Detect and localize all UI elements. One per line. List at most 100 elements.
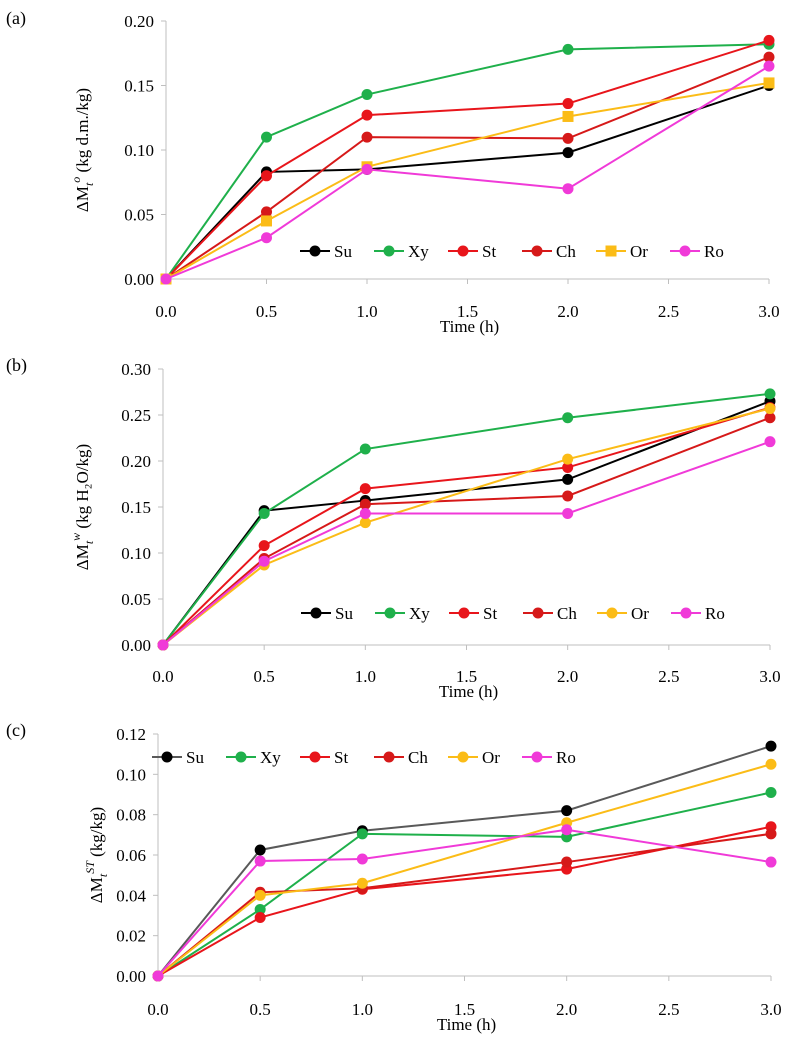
panel-a-legend-xy-marker	[383, 245, 395, 257]
panel-a-legend-or-marker	[605, 245, 617, 257]
panel-a-y-axis-label: ΔMto (kg d.m./kg)	[69, 88, 96, 212]
panel-a-series-ch-point	[763, 51, 775, 63]
panel-b-x-tick-label: 1.0	[355, 667, 376, 686]
panel-a-series-or-point	[562, 110, 574, 122]
panel-a-x-tick-label: 1.5	[457, 302, 478, 321]
panel-c-y-tick-label: 0.10	[116, 765, 146, 784]
panel-a-series-st-point	[562, 98, 574, 110]
panel-b-legend-su-marker	[310, 607, 322, 619]
panel-a-series-xy-point	[261, 131, 272, 143]
panel-b-x-tick-label: 0.5	[254, 667, 275, 686]
panel-a-x-tick-label: 0.5	[256, 302, 277, 321]
panel-b-legend-ch-marker	[532, 607, 544, 619]
panel-a-series-st-line	[165, 39, 770, 280]
panel-c-legend-st-marker	[309, 751, 321, 763]
panel-c-legend-su-label: Su	[186, 748, 204, 767]
panel-a-series-ro-point	[261, 232, 272, 244]
panel-b-y-tick-label: 0.25	[121, 406, 151, 425]
panel-a-legend-st-label: St	[482, 242, 496, 261]
panel-b-legend-or-marker	[606, 607, 618, 619]
panel-c-legend-ro-marker	[531, 751, 543, 763]
panel-c-series-ch-line	[157, 832, 772, 977]
panel-b-series-ro-point	[258, 555, 270, 567]
panel-a-series-ch-point	[361, 131, 373, 143]
panel-a-x-tick-label: 0.0	[155, 302, 176, 321]
panel-a-x-tick-label: 2.0	[557, 302, 578, 321]
panel-b-y-tick-label: 0.15	[121, 498, 151, 517]
panel-a-y-tick-label: 0.10	[124, 141, 154, 160]
panel-b-series-or-point	[562, 453, 574, 465]
panel-b-series-xy-point	[359, 443, 371, 455]
panel-c-legend-ro-label: Ro	[556, 748, 576, 767]
panel-c-series-xy-point	[254, 903, 266, 915]
panel-c-legend-ch-marker	[383, 751, 395, 763]
panel-c-series-xy	[152, 786, 777, 982]
panel-a-series-su-point	[562, 147, 574, 159]
panel-b-series-or-point	[764, 403, 776, 415]
panel-b-legend-st-marker	[458, 607, 470, 619]
panel-c-series-xy-point	[765, 786, 777, 798]
panel-b-label: (b)	[6, 355, 27, 376]
panel-b-x-tick-label: 0.0	[152, 667, 173, 686]
panel-b-series-ch-point	[562, 490, 574, 502]
panel-c-series-ro-point	[561, 824, 573, 836]
panel-a-series-or-point	[261, 215, 272, 227]
panel-b-legend: Su Xy St Ch Or Ro	[301, 604, 725, 623]
panel-a-series-xy-point	[361, 89, 373, 101]
panel-a-x-tick-label: 1.0	[356, 302, 377, 321]
panel-a-series-ch-line	[165, 56, 770, 280]
panel-c-x-tick-label: 1.0	[352, 1000, 373, 1019]
panel-c-x-tick-label: 2.0	[556, 1000, 577, 1019]
panel-c-series-or-line	[157, 763, 772, 977]
panel-a-series-ro	[160, 60, 775, 285]
panel-b-legend-or-label: Or	[631, 604, 649, 623]
panel-c-series-su-line	[157, 745, 772, 977]
panel-b-x-tick-label: 1.5	[456, 667, 477, 686]
panel-b-y-axis-label: ΔMtw (kg H₂O/kg)	[69, 444, 96, 570]
panel-a-y-tick-label: 0.15	[124, 77, 154, 96]
panel-a-legend-ch-label: Ch	[556, 242, 576, 261]
panel-b-y-tick-label: 0.20	[121, 452, 151, 471]
panel-c-series-ch	[152, 828, 777, 982]
panel-a-series-st-point	[361, 109, 373, 121]
panel-c-x-axis-label: Time (h)	[437, 1015, 496, 1034]
panel-a-label: (a)	[6, 8, 26, 29]
panel-b-series-ch-point	[764, 412, 776, 424]
panel-a-legend-ro-marker	[679, 245, 691, 257]
panel-a-series-ch-point	[261, 206, 272, 218]
panel-c-series-ro-point	[254, 855, 266, 867]
panel-b-series-st-point	[562, 461, 574, 473]
panel-a-y-tick-label: 0.00	[124, 270, 154, 289]
panel-a-series-ro-point	[763, 60, 775, 72]
panel-b-y-tick-label: 0.05	[121, 590, 151, 609]
panel-b-chart: (b) 0.00 0.05 0.10 0.15 0.20 0.25 0.30 0.0 0.5 1.0…	[6, 355, 781, 701]
panel-b-legend-xy-label: Xy	[409, 604, 430, 623]
panel-a-legend: Su Xy St Ch Or Ro	[300, 242, 724, 261]
panel-c-x-tick-label: 0.0	[147, 1000, 168, 1019]
panel-b-series-or-point	[359, 517, 371, 529]
panel-c-y-tick-label: 0.02	[116, 927, 146, 946]
panel-b-legend-st-label: St	[483, 604, 497, 623]
panel-a-legend-su-label: Su	[334, 242, 352, 261]
panel-a-series-xy-point	[562, 43, 574, 55]
panel-c-legend-or-label: Or	[482, 748, 500, 767]
panel-b-legend-ro-marker	[680, 607, 692, 619]
panel-c-legend-or-marker	[457, 751, 469, 763]
panel-a-x-tick-label: 3.0	[758, 302, 779, 321]
panel-c-series-or-point	[765, 758, 777, 770]
panel-b-x-axis-label: Time (h)	[439, 682, 498, 701]
panel-a-series-ro-point	[562, 183, 574, 195]
panel-a-series-ch-point	[562, 132, 574, 144]
panel-c-series-xy-point	[356, 828, 368, 840]
panel-c-series-su	[152, 740, 777, 982]
panel-b-series-ro-point	[157, 639, 169, 651]
panel-c-series-or-point	[356, 877, 368, 889]
panel-b-series-ro-point	[562, 507, 574, 519]
panel-b-series-st-point	[258, 540, 270, 552]
panel-c-y-tick-label: 0.08	[116, 806, 146, 825]
panel-a-legend-or-label: Or	[630, 242, 648, 261]
panel-a-x-axis-label: Time (h)	[440, 317, 499, 336]
panel-c-x-tick-label: 2.5	[658, 1000, 679, 1019]
panel-b-legend-xy-marker	[384, 607, 396, 619]
